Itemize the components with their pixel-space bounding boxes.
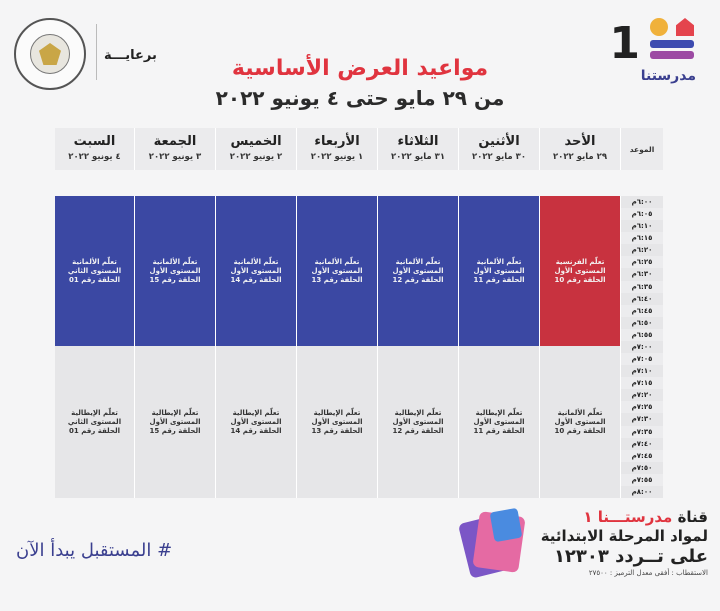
day-name: الأحد (564, 134, 596, 149)
channel-frequency: على تــردد ١٢٣٠٣ (553, 546, 708, 567)
channel-name: مدرستـــنا ١ (583, 508, 673, 526)
time-slot: ٨:٠٠م (621, 485, 663, 498)
day-date: ٢٩ مايو ٢٠٢٢ (552, 152, 608, 162)
time-slot: ٧:٤٥م (621, 449, 663, 462)
schedule-table: الموعد الأحد ٢٩ مايو ٢٠٢٢ الأثنين ٣٠ مايو … (55, 128, 663, 498)
day-header: الأثنين ٣٠ مايو ٢٠٢٢ (459, 128, 540, 170)
program-cell: تعلّم الألمانية المستوى الأول الحلقة رقم 1… (378, 196, 459, 346)
program-cell: تعلّم الإيطالية المستوى الأول الحلقة رقم 1… (378, 346, 459, 498)
time-slot: ٧:٢٥م (621, 401, 663, 414)
sponsor-block: برعايـــة (8, 14, 158, 94)
program-cell: تعلّم الإيطالية المستوى الثاني الحلقة رقم … (55, 346, 135, 498)
day-date: ٣١ مايو ٢٠٢٢ (390, 152, 446, 162)
time-slot: ٧:٥٥م (621, 473, 663, 486)
day-name: الأثنين (478, 134, 520, 149)
day-header: الثلاثاء ٣١ مايو ٢٠٢٢ (378, 128, 459, 170)
day-name: الجمعة (153, 134, 197, 149)
ministry-seal-icon (14, 18, 86, 90)
program-cell: تعلّم الإيطالية المستوى الأول الحلقة رقم 1… (135, 346, 216, 498)
day-date: ٣٠ مايو ٢٠٢٢ (471, 152, 527, 162)
time-slot: ٧:١٠م (621, 365, 663, 378)
day-header: الأربعاء ١ يونيو ٢٠٢٢ (297, 128, 378, 170)
day-date: ٣ يونيو ٢٠٢٢ (148, 152, 202, 162)
program-cell: تعلّم الألمانية المستوى الأول الحلقة رقم 1… (216, 196, 297, 346)
time-slot: ٧:٥٠م (621, 461, 663, 474)
program-cell: تعلّم الألمانية المستوى الأول الحلقة رقم 1… (540, 346, 621, 498)
divider (96, 24, 97, 80)
time-slot: ٦:٠٠م (621, 196, 663, 209)
program-cell: تعلّم الألمانية المستوى الأول الحلقة رقم 1… (297, 196, 378, 346)
time-slot: ٧:١٥م (621, 377, 663, 390)
day-date: ٢ يونيو ٢٠٢٢ (229, 152, 283, 162)
hashtag: # المستقبل يبدأ الآن (16, 540, 173, 561)
madrasatna-logo-icon (650, 16, 694, 66)
brand-logo: مدرستنا 1 (598, 16, 708, 86)
time-slot: ٦:٥٥م (621, 328, 663, 341)
time-slot: ٦:١٠م (621, 220, 663, 233)
time-slot: ٦:٢٥م (621, 256, 663, 269)
day-name: الأربعاء (314, 134, 360, 149)
time-slot: ٧:٣٥م (621, 425, 663, 438)
time-slot: ٦:٠٥م (621, 208, 663, 221)
sponsor-label: برعايـــة (104, 48, 157, 63)
time-slot: ٧:٣٠م (621, 413, 663, 426)
time-slot: ٧:٠٠م (621, 340, 663, 354)
spacer-row (55, 170, 663, 196)
program-cell: تعلّم الإيطالية المستوى الأول الحلقة رقم 1… (459, 346, 540, 498)
brand-number: 1 (609, 18, 640, 69)
channel-technical: الاستقطاب : أفقى معدل الترميز : ٢٧٥٠٠ (588, 569, 708, 577)
channel-title: قناة مدرستـــنا ١ (538, 508, 708, 526)
day-date: ٤ يونيو ٢٠٢٢ (68, 152, 121, 162)
channel-subject: لمواد المرحلة الابتدائية (540, 527, 708, 545)
program-cell: تعلّم الإيطالية المستوى الأول الحلقة رقم 1… (297, 346, 378, 498)
time-slot: ٦:٢٠م (621, 244, 663, 257)
time-slot: ٧:٢٠م (621, 389, 663, 402)
program-cell: تعلّم الفرنسية المستوى الأول الحلقة رقم 10 (540, 196, 621, 346)
time-column-header: الموعد (621, 128, 663, 170)
day-date: ١ يونيو ٢٠٢٢ (310, 152, 364, 162)
program-cell: تعلّم الألمانية المستوى الأول الحلقة رقم 1… (135, 196, 216, 346)
day-header: الجمعة ٣ يونيو ٢٠٢٢ (135, 128, 216, 170)
day-name: الخميس (230, 134, 282, 149)
time-slot: ٦:٣٠م (621, 268, 663, 281)
brand-name: مدرستنا (640, 68, 696, 84)
day-header: السبت ٤ يونيو ٢٠٢٢ (55, 128, 135, 170)
time-slot: ٦:٣٥م (621, 280, 663, 293)
time-slot: ٧:٠٥م (621, 353, 663, 366)
channel-info: قناة مدرستـــنا ١ لمواد المرحلة الابتدائ… (538, 508, 708, 577)
program-cell: تعلّم الإيطالية المستوى الأول الحلقة رقم 1… (216, 346, 297, 498)
time-slot: ٧:٤٠م (621, 437, 663, 450)
page-title: مواعيد العرض الأساسية (231, 56, 489, 81)
time-slot: ٦:٤٥م (621, 304, 663, 317)
program-cell: تعلّم الألمانية المستوى الثاني الحلقة رقم … (55, 196, 135, 346)
time-slot: ٦:٤٠م (621, 292, 663, 305)
channel-prefix: قناة (677, 508, 708, 526)
page-subtitle: من ٢٩ مايو حتى ٤ يونيو ٢٠٢٢ (215, 86, 505, 110)
day-header: الأحد ٢٩ مايو ٢٠٢٢ (540, 128, 621, 170)
day-name: السبت (73, 134, 116, 149)
program-cell: تعلّم الألمانية المستوى الأول الحلقة رقم 1… (459, 196, 540, 346)
time-slot: ٦:١٥م (621, 232, 663, 245)
time-slot: ٦:٥٠م (621, 316, 663, 329)
books-icon (457, 507, 528, 588)
day-name: الثلاثاء (397, 134, 439, 149)
day-header: الخميس ٢ يونيو ٢٠٢٢ (216, 128, 297, 170)
